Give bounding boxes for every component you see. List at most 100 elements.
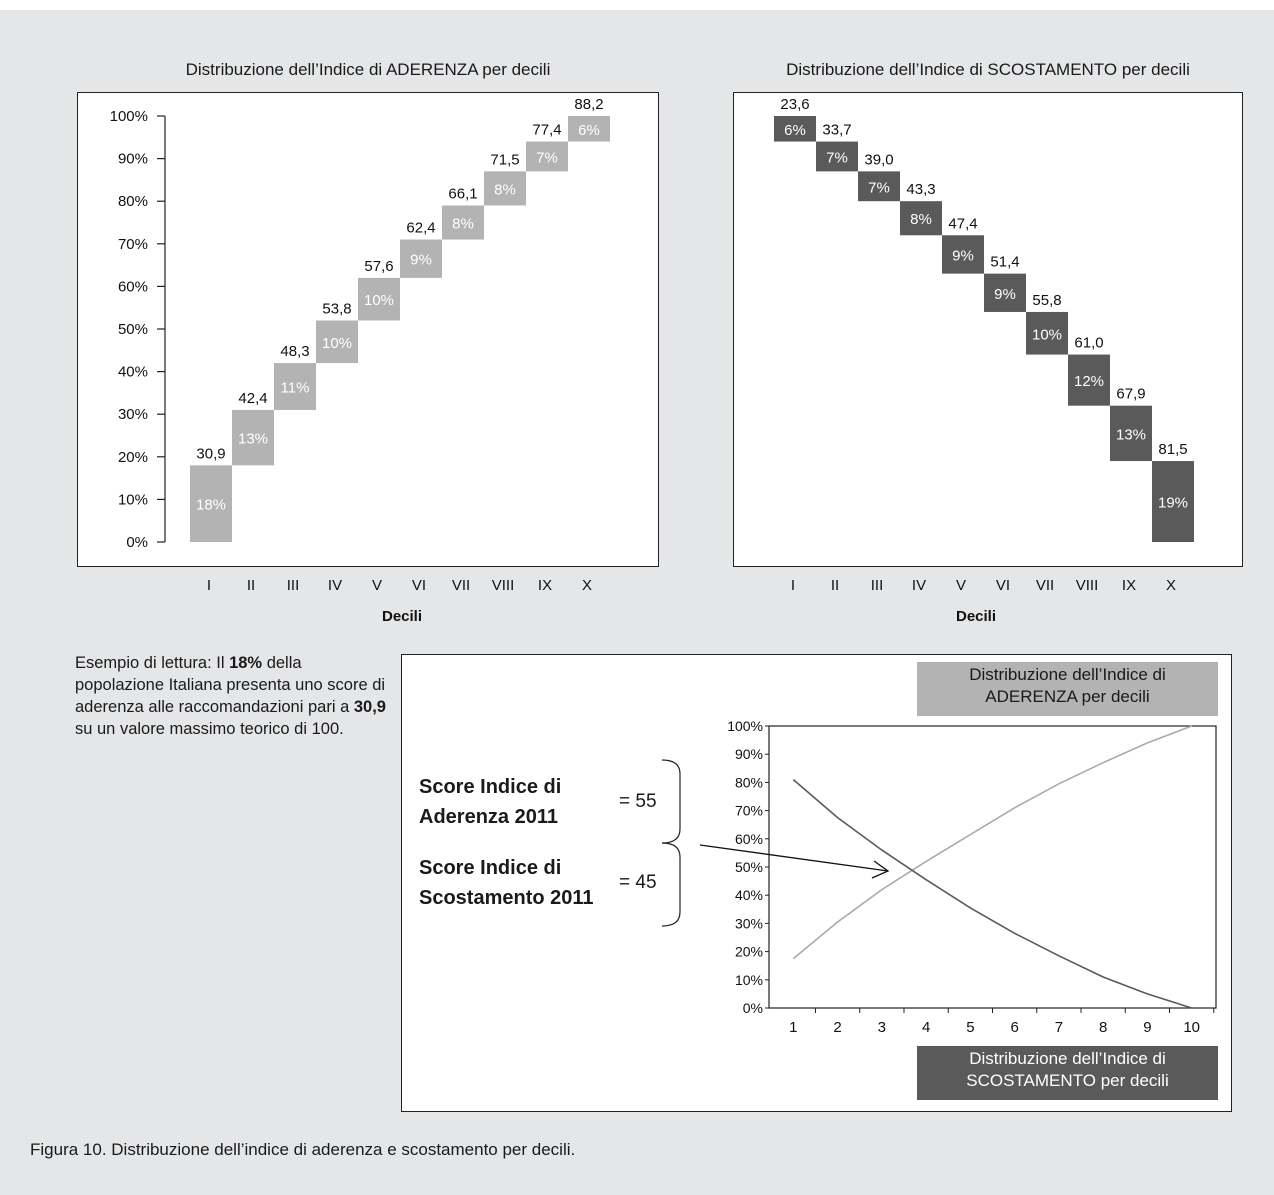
bar-score-label: 23,6 [780, 96, 809, 113]
x-tick-label: I [207, 577, 211, 594]
bar-percent-label: 19% [1158, 495, 1188, 512]
legend-aderenza: Distribuzione dell’Indice di ADERENZA pe… [917, 662, 1218, 716]
x-tick-label: V [956, 577, 966, 594]
y-tick-label: 20% [118, 449, 148, 466]
legend-scostamento-line2: SCOSTAMENTO per decili [966, 1071, 1169, 1090]
bar-percent-label: 10% [322, 335, 352, 352]
bar-percent-label: 11% [281, 380, 310, 397]
bar-score-label: 88,2 [574, 96, 603, 113]
y-tick-label: 30% [118, 406, 148, 423]
chart-scostamento: 6% 23,6 I 7% 33,7 II 7% 39,0 III 8% 43,3 IV 9% 47,4 V 9… [774, 96, 1194, 625]
x-tick-label: VII [452, 577, 470, 594]
x-tick-label: II [247, 577, 255, 594]
bar-I [774, 116, 816, 142]
bar-percent-label: 9% [952, 247, 974, 264]
bar-VII [442, 205, 484, 240]
bar-VIII [484, 171, 526, 206]
bar-X [568, 116, 610, 142]
bar-V [942, 235, 984, 274]
score-scostamento-label: Score Indice di Scostamento 2011 [419, 853, 594, 913]
bar-percent-label: 6% [578, 122, 600, 139]
bar-percent-label: 8% [452, 216, 474, 233]
x-tick-label: IV [328, 577, 342, 594]
bar-score-label: 30,9 [196, 445, 225, 462]
x-tick-label: X [1166, 577, 1176, 594]
bar-IV [900, 201, 942, 236]
bar-II [232, 409, 274, 466]
bar-IV [316, 320, 358, 364]
bar-score-label: 66,1 [448, 185, 477, 202]
bar-III [858, 171, 900, 202]
x-tick-label: III [287, 577, 300, 594]
x-tick-label: IV [912, 577, 926, 594]
bar-VII [1026, 311, 1068, 355]
chart-aderenza: 18% 30,9 I 13% 42,4 II 11% 48,3 III 10% 53,8 IV 10% 5… [110, 96, 610, 625]
y-tick-label: 60% [118, 278, 148, 295]
score-aderenza-line2: Aderenza 2011 [419, 806, 558, 828]
bar-percent-label: 7% [536, 149, 558, 166]
y-tick-label: 80% [118, 193, 148, 210]
bar-III [274, 363, 316, 410]
figure-caption: Figura 10. Distribuzione dell’indice di … [30, 1140, 576, 1159]
bar-score-label: 51,4 [990, 254, 1019, 271]
bar-VI [984, 273, 1026, 312]
bar-percent-label: 10% [1032, 326, 1062, 343]
bar-score-label: 55,8 [1032, 292, 1061, 309]
y-tick-label: 0% [126, 534, 148, 551]
bar-percent-label: 13% [238, 431, 268, 448]
bar-VI [400, 239, 442, 278]
y-tick-label: 50% [118, 321, 148, 338]
x-tick-label: VIII [1076, 577, 1099, 594]
y-tick-label: 10% [118, 491, 148, 508]
legend-scostamento-line1: Distribuzione dell’Indice di [969, 1049, 1166, 1068]
x-axis-title: Decili [382, 608, 422, 625]
bar-VIII [1068, 354, 1110, 406]
score-aderenza-value: = 55 [619, 791, 657, 812]
bar-percent-label: 7% [826, 149, 848, 166]
bar-V [358, 277, 400, 321]
y-tick-label: 70% [118, 236, 148, 253]
legend-aderenza-line2: ADERENZA per decili [985, 687, 1150, 706]
bar-score-label: 62,4 [406, 220, 435, 237]
score-scostamento-value: = 45 [619, 872, 657, 893]
bar-percent-label: 12% [1074, 373, 1104, 390]
bar-percent-label: 18% [196, 497, 226, 514]
reading-example: Esempio di lettura: Il 18% della popolaz… [75, 652, 395, 740]
x-tick-label: VI [996, 577, 1010, 594]
bar-II [816, 141, 858, 172]
score-aderenza-line1: Score Indice di [419, 776, 562, 798]
x-tick-label: V [372, 577, 382, 594]
bar-percent-label: 9% [994, 286, 1016, 303]
bar-score-label: 47,4 [948, 215, 977, 232]
bar-score-label: 81,5 [1158, 441, 1187, 458]
chart-scostamento-title: Distribuzione dell’Indice di SCOSTAMENTO… [786, 60, 1190, 79]
x-tick-label: X [582, 577, 592, 594]
score-scostamento-line2: Scostamento 2011 [419, 887, 594, 909]
bar-score-label: 71,5 [490, 151, 519, 168]
legend-scostamento: Distribuzione dell’Indice di SCOSTAMENTO… [917, 1046, 1218, 1100]
bar-X [1152, 461, 1194, 542]
bar-percent-label: 7% [868, 179, 890, 196]
score-scostamento-line1: Score Indice di [419, 857, 562, 879]
chart-aderenza-title: Distribuzione dell’Indice di ADERENZA pe… [185, 60, 551, 79]
bar-score-label: 57,6 [364, 258, 393, 275]
bar-I [190, 465, 232, 542]
example-prefix: Esempio di lettura: Il [75, 654, 230, 672]
bar-score-label: 77,4 [532, 122, 561, 139]
example-pct: 18% [229, 654, 263, 672]
bar-percent-label: 10% [364, 292, 394, 309]
score-aderenza-label: Score Indice di Aderenza 2011 [419, 772, 561, 832]
y-tick-label: 100% [110, 108, 148, 125]
example-score: 30,9 [353, 698, 386, 716]
example-suffix: su un valore massimo teorico di 100. [75, 720, 344, 738]
bar-score-label: 43,3 [906, 181, 935, 198]
example-mid: della popolazione Italiana presenta uno … [75, 654, 386, 716]
bar-score-label: 42,4 [238, 390, 267, 407]
bar-IX [1110, 405, 1152, 462]
x-tick-label: VII [1036, 577, 1054, 594]
bar-IX [526, 141, 568, 172]
bar-score-label: 53,8 [322, 300, 351, 317]
x-tick-label: VIII [492, 577, 515, 594]
bar-score-label: 61,0 [1074, 335, 1103, 352]
bar-percent-label: 6% [784, 122, 806, 139]
